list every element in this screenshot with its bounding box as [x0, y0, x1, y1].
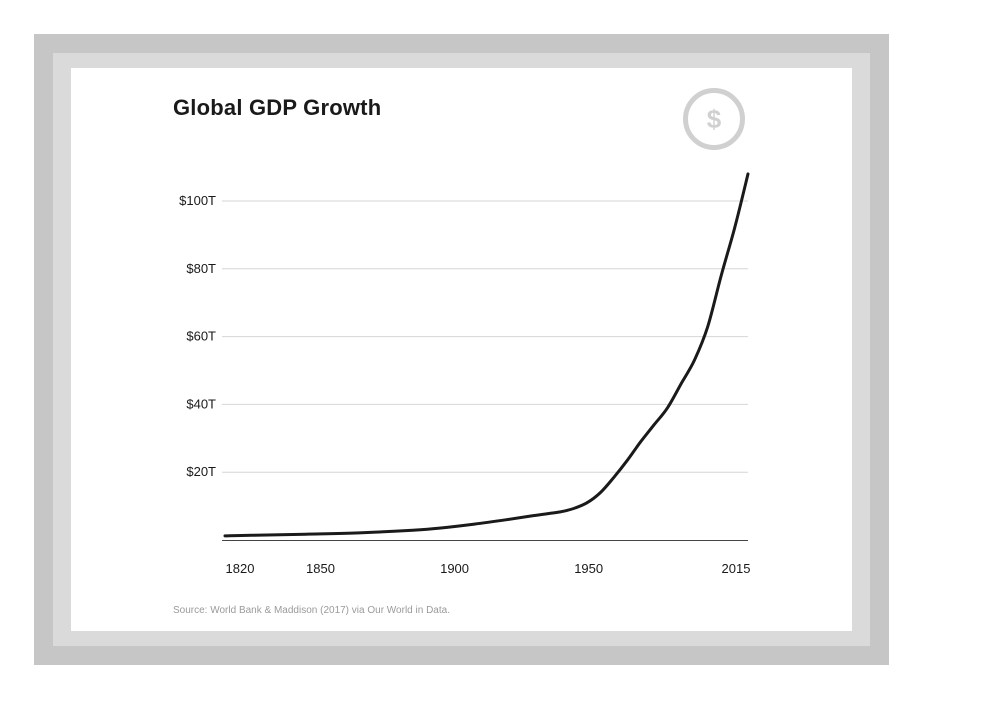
chart-card: [71, 68, 852, 631]
y-axis-ticks: $20T $40T $60T $80T $100T: [179, 193, 216, 479]
chart-title: Global GDP Growth: [173, 95, 382, 120]
x-tick-label: 1950: [574, 561, 603, 576]
y-tick-label: $20T: [186, 464, 216, 479]
dollar-icon-ring: [683, 88, 745, 150]
x-tick-label: 1820: [226, 561, 255, 576]
x-axis-ticks: 1820 1850 1900 1950 2015: [226, 561, 751, 576]
y-tick-label: $60T: [186, 329, 216, 344]
source-note: Source: World Bank & Maddison (2017) via…: [173, 605, 450, 616]
y-tick-label: $100T: [179, 193, 216, 208]
y-tick-label: $40T: [186, 396, 216, 411]
gridlines: [222, 200, 748, 473]
series-line-gdp: [223, 172, 750, 538]
x-tick-label: 1850: [306, 561, 335, 576]
dollar-icon: $: [683, 88, 745, 150]
x-tick-label: 2015: [722, 561, 751, 576]
x-tick-label: 1900: [440, 561, 469, 576]
y-tick-label: $80T: [186, 261, 216, 276]
dollar-icon-glyph: $: [707, 104, 722, 134]
